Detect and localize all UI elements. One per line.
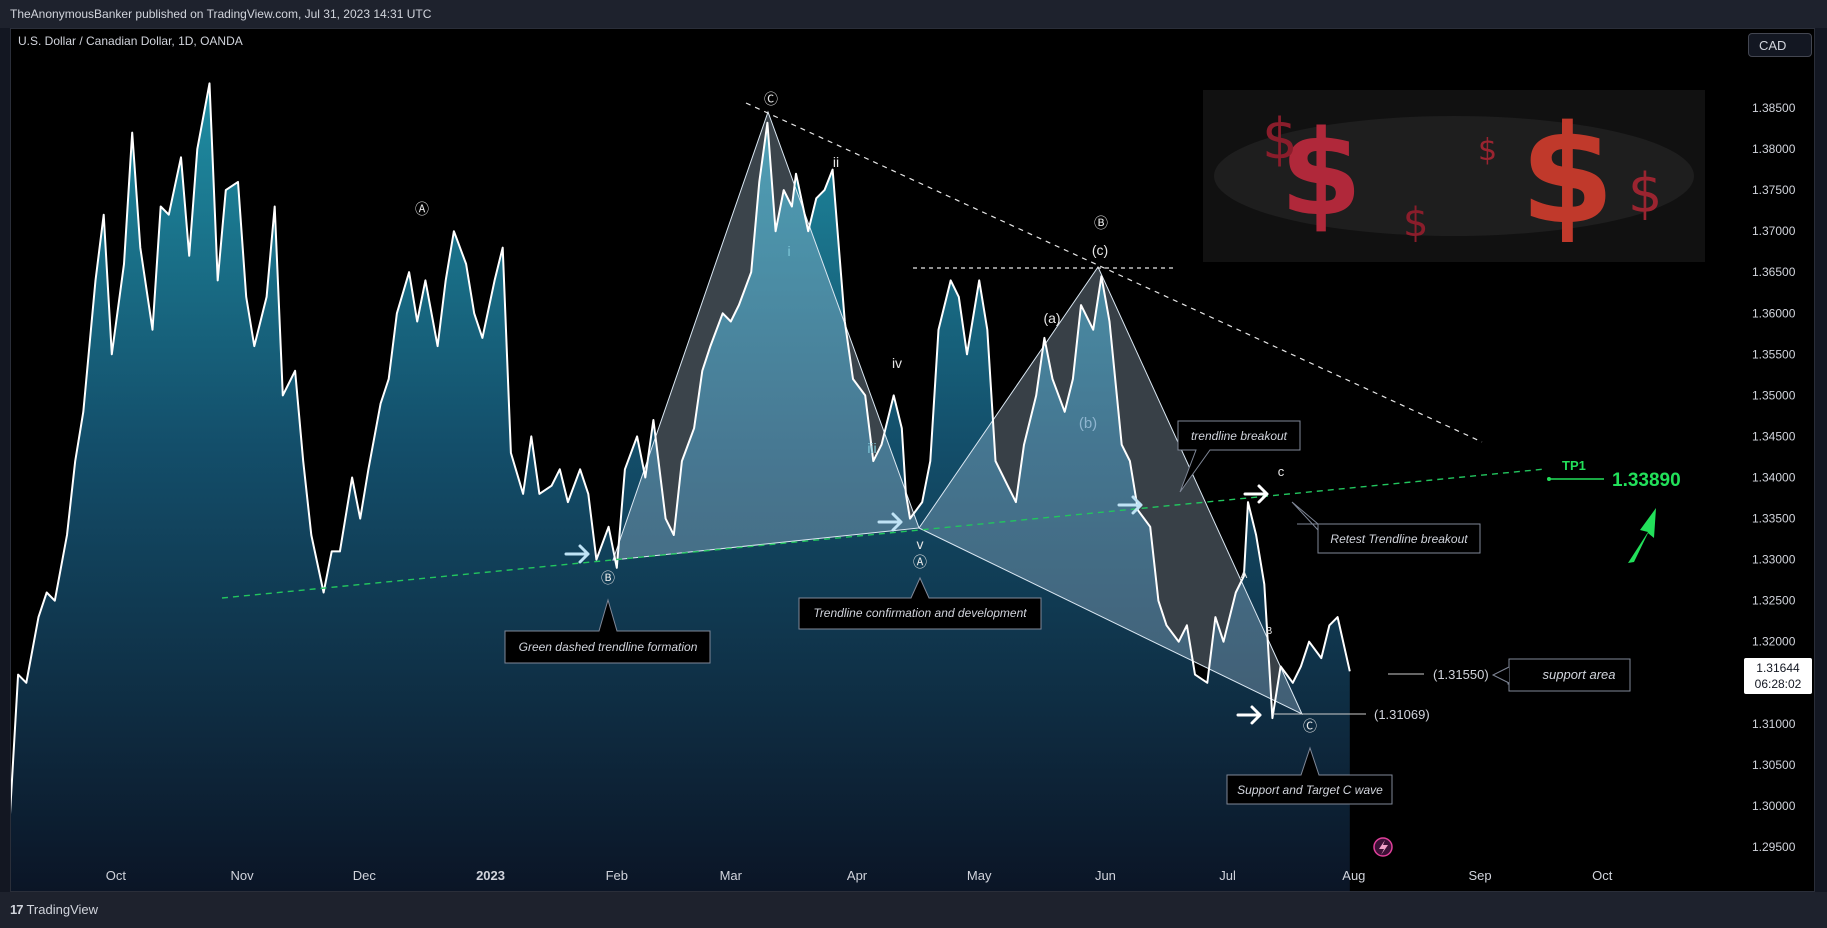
footer-bar: 17 TradingView [0, 892, 1827, 928]
tradingview-logo[interactable]: 17 TradingView [10, 892, 98, 928]
brand-name: TradingView [26, 902, 99, 917]
tradingview-logo-icon: 17 [10, 902, 24, 917]
currency-button[interactable]: CAD [1748, 33, 1812, 57]
chart-pane[interactable] [10, 28, 1815, 892]
symbol-title: U.S. Dollar / Canadian Dollar, 1D, OANDA [18, 34, 243, 48]
publisher-bar: TheAnonymousBanker published on TradingV… [0, 0, 1827, 28]
publisher-line: TheAnonymousBanker published on TradingV… [10, 7, 432, 21]
